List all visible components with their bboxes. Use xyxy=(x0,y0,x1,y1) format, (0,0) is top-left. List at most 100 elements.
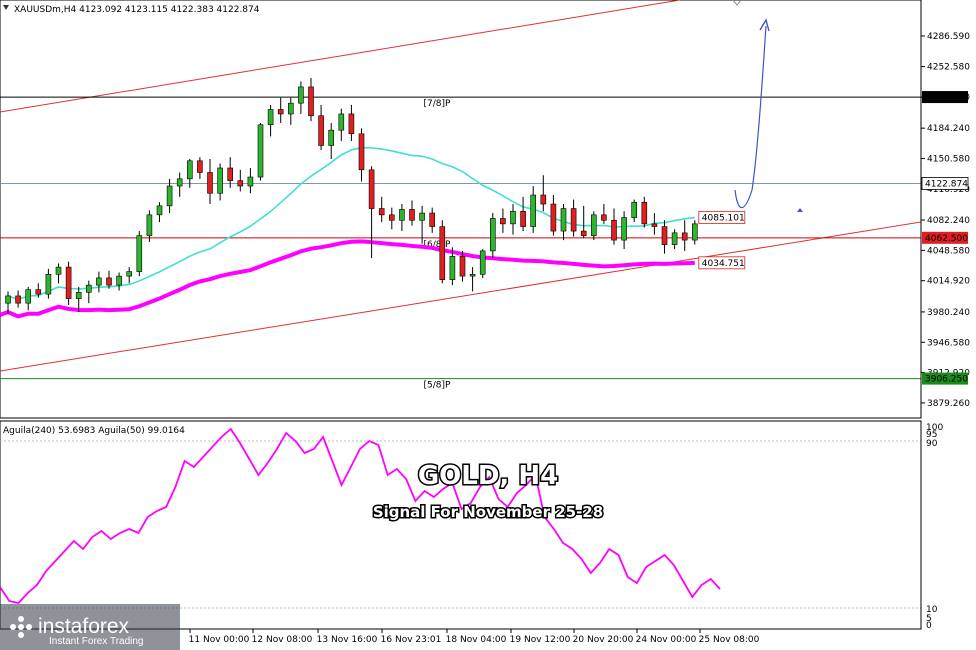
bullish-candle xyxy=(287,102,294,115)
time-axis: 11 Nov 00:00 12 Nov 08:00 13 Nov 16:00 16 N… xyxy=(189,629,760,645)
bearish-candle xyxy=(409,209,415,221)
bearish-candle xyxy=(681,232,688,241)
price-panel: [7/8]P [6/8]P [5/8]P 4085.101 4034.751 XAUU… xyxy=(0,0,922,419)
bearish-candle xyxy=(611,219,617,241)
bullish-candle xyxy=(75,292,82,299)
time-tick-label: 11 Nov 00:00 xyxy=(189,635,250,645)
bullish-candle xyxy=(116,275,122,286)
bearish-candle xyxy=(106,277,112,286)
bullish-candle xyxy=(671,232,678,245)
overlay-title: GOLD, H4 xyxy=(418,461,558,491)
bearish-candle xyxy=(540,194,547,205)
symbol-header: XAUUSDm,H4 4123.092 4123.115 4122.383 41… xyxy=(14,5,260,15)
moving-average-tag-text: 4034.751 xyxy=(702,259,745,269)
bearish-candle xyxy=(500,218,506,225)
time-tick-label: 18 Nov 04:00 xyxy=(446,635,507,645)
bullish-candle xyxy=(469,274,476,277)
bullish-candle xyxy=(136,235,143,272)
current-price-tag xyxy=(921,177,969,190)
bearish-candle xyxy=(661,226,668,245)
bullish-candle xyxy=(328,129,335,146)
indicator-tick-label: 90 xyxy=(926,439,938,449)
bullish-candle xyxy=(96,277,102,286)
header-dropdown-icon[interactable] xyxy=(3,5,9,10)
bullish-candle xyxy=(55,266,62,275)
bullish-candle xyxy=(187,160,193,180)
murray-level-tag xyxy=(922,372,968,385)
price-tick-label: 4150.580 xyxy=(927,154,970,164)
murray-level-label: [7/8]P xyxy=(424,99,452,109)
bullish-candle xyxy=(298,86,304,104)
bearish-candle xyxy=(358,133,365,171)
price-tick-label: 4082.240 xyxy=(927,216,970,226)
price-axis: 4286.590 4252.580 4218.750 4184.240 4150.580… xyxy=(920,0,970,418)
murray-level-label: [5/8]P xyxy=(424,381,452,391)
murray-level-tag xyxy=(922,231,968,244)
bullish-candle xyxy=(247,176,254,187)
bullish-candle xyxy=(267,109,274,126)
small-arrow-icon xyxy=(797,208,803,212)
bearish-candle xyxy=(580,230,587,236)
bearish-candle xyxy=(65,266,72,299)
bullish-candle xyxy=(691,223,698,241)
time-tick-label: 12 Nov 08:00 xyxy=(252,635,313,645)
bullish-candle xyxy=(257,124,264,178)
bullish-candle xyxy=(560,208,567,232)
indicator-tick-label: 5 xyxy=(926,614,932,624)
indicator-tick-label: 95 xyxy=(926,430,937,440)
murray-level-tag-text: 3906.250 xyxy=(925,375,968,385)
bearish-candle xyxy=(197,160,203,173)
bearish-candle xyxy=(35,289,42,295)
bullish-candle xyxy=(489,218,496,252)
indicator-tick-label: 10 xyxy=(926,605,938,615)
bullish-candle xyxy=(399,209,405,221)
time-tick-label: 20 Nov 20:00 xyxy=(573,635,634,645)
murray-level-tag-text: 4218.750 xyxy=(925,93,968,103)
overlay-subtitle: Signal For November 25-28 xyxy=(373,503,603,521)
murray-level-tag-text: 4062.500 xyxy=(925,234,968,244)
channel-lower-line xyxy=(0,221,922,372)
bullish-candle xyxy=(176,178,183,187)
cyan-moving-average-line xyxy=(7,146,695,301)
bullish-candle xyxy=(621,217,627,241)
bearish-candle xyxy=(641,201,648,225)
channel-upper-line xyxy=(0,0,681,113)
candlestick-series: 4085.101 4034.751 xyxy=(5,77,746,314)
bearish-candle xyxy=(459,255,466,277)
indicator-header: Aguila(240) 53.6983 Aguila(50) 99.0164 xyxy=(3,426,185,436)
bullish-candle xyxy=(166,185,173,207)
bullish-candle xyxy=(419,212,425,221)
bearish-candle xyxy=(429,212,436,227)
bullish-candle xyxy=(5,295,11,304)
bullish-candle xyxy=(590,214,597,236)
murray-level-tag xyxy=(922,91,968,104)
bullish-candle xyxy=(156,205,163,216)
bearish-candle xyxy=(277,109,284,115)
price-tick-label: 3879.260 xyxy=(927,399,970,409)
time-tick-label: 24 Nov 00:00 xyxy=(636,635,697,645)
price-tick-label: 4014.920 xyxy=(927,277,970,287)
chart-top-marker-icon xyxy=(732,0,742,6)
watermark-subtext: Instant Forex Trading xyxy=(49,636,144,647)
bearish-candle xyxy=(651,223,658,227)
bearish-candle xyxy=(439,226,446,281)
forecast-arrow-path xyxy=(734,25,767,209)
aguila-indicator-line xyxy=(0,427,721,604)
time-tick-label: 25 Nov 08:00 xyxy=(699,635,760,645)
bearish-candle xyxy=(368,169,375,209)
bearish-candle xyxy=(318,115,324,146)
price-tick-label: 4252.580 xyxy=(927,63,970,73)
current-price-tag-text: 4122.874 xyxy=(925,179,968,189)
price-tick-label: 4048.580 xyxy=(927,246,970,256)
price-tick-label: 3946.580 xyxy=(927,338,970,348)
time-tick-label: 16 Nov 23:01 xyxy=(381,635,442,645)
bullish-candle xyxy=(146,214,153,236)
bullish-candle xyxy=(25,289,32,304)
moving-averages xyxy=(0,146,695,319)
bearish-candle xyxy=(308,86,314,117)
price-tick-label: 4286.590 xyxy=(927,32,970,42)
time-tick-label: 13 Nov 16:00 xyxy=(317,635,378,645)
bullish-candle xyxy=(631,201,638,218)
bearish-candle xyxy=(388,214,395,221)
moving-average-tag xyxy=(698,256,746,270)
